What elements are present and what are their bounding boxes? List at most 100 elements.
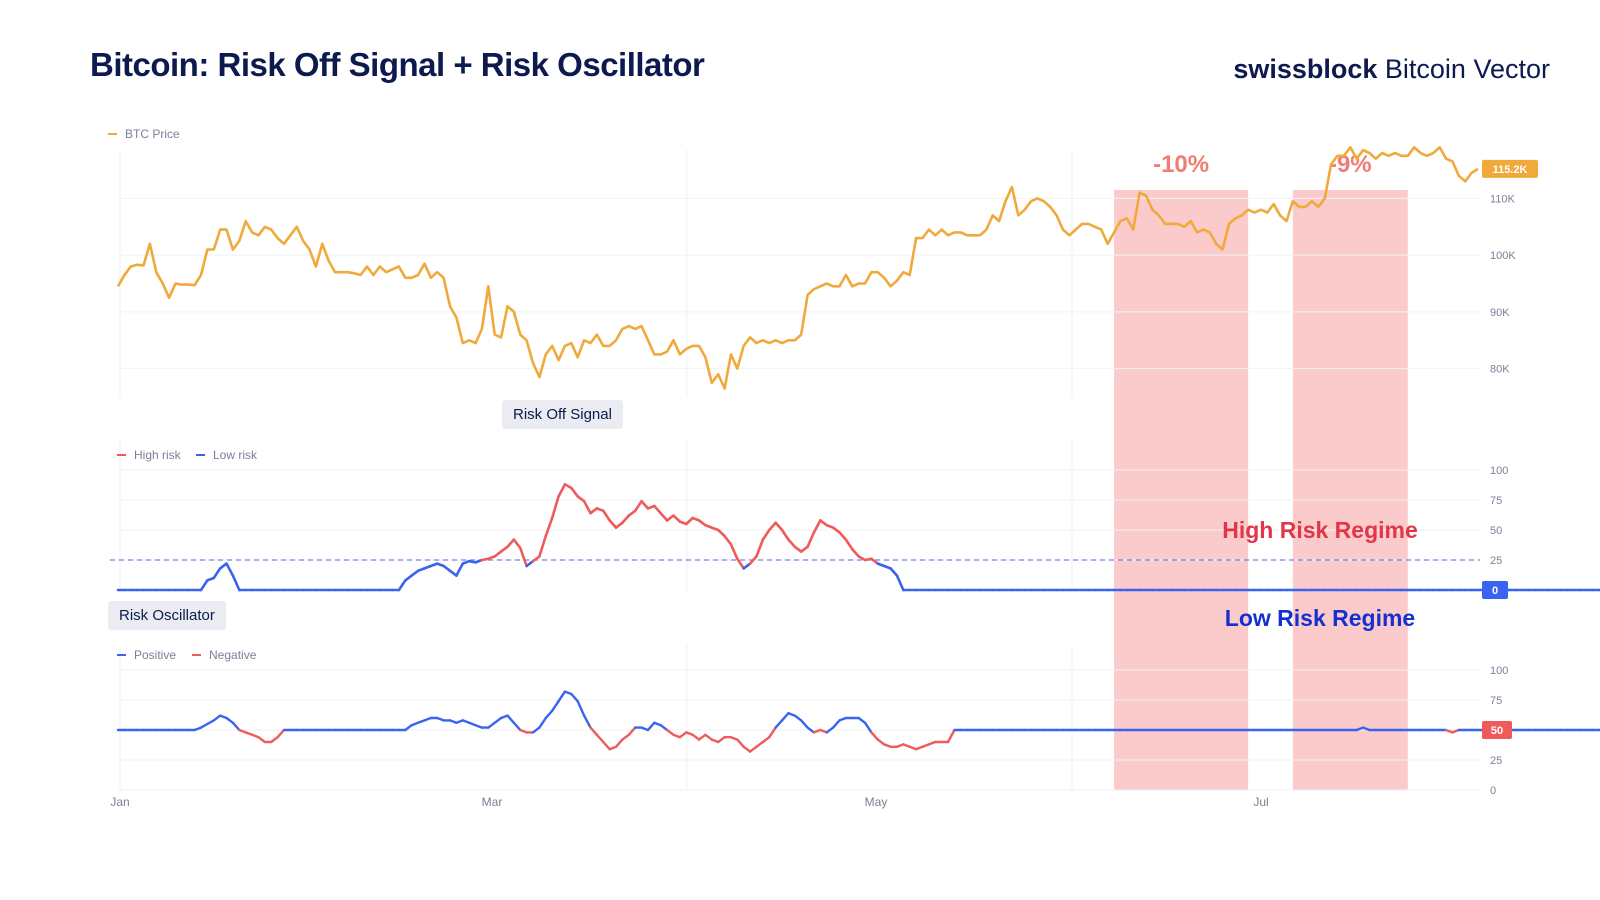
risk-signal-segment xyxy=(819,519,829,527)
risk-signal-segment xyxy=(506,538,516,549)
oscillator-segment xyxy=(704,733,714,741)
oscillator-segment xyxy=(531,726,541,734)
oscillator-segment xyxy=(582,714,592,729)
oscillator-segment xyxy=(774,719,784,729)
risk-off-signal-label: Risk Off Signal xyxy=(502,400,623,429)
risk-signal-segment xyxy=(455,562,465,577)
risk-signal-segment xyxy=(601,509,611,522)
btc-price-line xyxy=(116,146,1479,390)
risk-signal-segment xyxy=(225,562,235,577)
price-tick-label: 110K xyxy=(1490,193,1516,205)
oscillator-segment xyxy=(225,716,235,724)
risk-signal-segment xyxy=(544,516,554,538)
legend-negative-label: Negative xyxy=(209,648,257,662)
risk-signal-segment xyxy=(697,519,707,527)
risk-last-badge xyxy=(1482,581,1508,599)
oscillator-segment xyxy=(627,726,637,736)
risk-signal-segment xyxy=(231,574,241,592)
oscillator-segment xyxy=(270,736,279,744)
legend-low-risk-label: Low risk xyxy=(213,448,258,462)
oscillator-segment xyxy=(946,728,956,744)
oscillator-segment xyxy=(742,745,752,753)
risk-signal-segment xyxy=(538,534,548,558)
risk-signal-segment xyxy=(672,514,682,523)
x-tick-label: Mar xyxy=(482,795,503,809)
oscillator-segment xyxy=(768,726,777,739)
risk-tick-label: 100 xyxy=(1490,465,1508,477)
legend-btc-label: BTC Price xyxy=(125,127,180,141)
price-tick-label: 80K xyxy=(1490,364,1510,376)
brand-logo: swissblock Bitcoin Vector xyxy=(1233,54,1550,85)
osc-tick-label: 25 xyxy=(1490,755,1502,767)
oscillator-segment xyxy=(557,690,567,703)
risk-signal-segment xyxy=(736,557,746,570)
drawdown-label: -9% xyxy=(1329,151,1372,178)
risk-signal-segment xyxy=(589,507,599,515)
price-tick-label: 100K xyxy=(1490,250,1516,262)
drawdown-region xyxy=(1292,190,1408,790)
oscillator-segment xyxy=(576,700,586,717)
oscillator-segment xyxy=(665,728,675,736)
risk-signal-segment xyxy=(889,567,899,577)
risk-last-value: 0 xyxy=(1492,585,1498,597)
osc-tick-label: 75 xyxy=(1490,695,1502,707)
oscillator-segment xyxy=(870,731,880,741)
oscillator-segment xyxy=(595,733,605,744)
oscillator-segment xyxy=(831,719,841,729)
price-last-value: 115.2K xyxy=(1493,164,1528,176)
low-risk-regime-label: Low Risk Regime xyxy=(1225,605,1415,631)
risk-signal-segment xyxy=(665,514,675,522)
oscillator-segment xyxy=(487,721,496,729)
risk-signal-segment xyxy=(550,495,560,520)
oscillator-segment xyxy=(659,724,669,732)
oscillator-segment xyxy=(755,740,765,748)
page-title: Bitcoin: Risk Off Signal + Risk Oscillat… xyxy=(90,46,705,83)
risk-signal-segment xyxy=(831,526,841,534)
oscillator-segment xyxy=(736,738,745,748)
oscillator-segment xyxy=(697,733,707,741)
risk-signal-segment xyxy=(653,504,663,515)
oscillator-segment xyxy=(825,726,835,734)
risk-signal-segment xyxy=(729,543,739,561)
osc-tick-label: 0 xyxy=(1490,785,1496,797)
x-tick-label: Jul xyxy=(1253,795,1268,809)
oscillator-segment xyxy=(876,738,886,746)
x-tick-label: May xyxy=(865,795,888,809)
oscillator-segment xyxy=(621,733,630,741)
oscillator-segment xyxy=(857,716,867,724)
risk-signal-segment xyxy=(448,569,458,577)
risk-signal-segment xyxy=(397,579,407,592)
oscillator-segment xyxy=(780,712,790,722)
risk-signal-segment xyxy=(799,545,809,553)
risk-signal-segment xyxy=(512,538,522,550)
high-risk-regime-label: High Risk Regime xyxy=(1222,517,1418,543)
risk-signal-segment xyxy=(755,538,765,558)
brand-rest: Bitcoin Vector xyxy=(1384,54,1550,84)
risk-signal-segment xyxy=(557,483,567,498)
risk-signal-segment xyxy=(499,545,509,553)
risk-signal-segment xyxy=(442,564,452,573)
oscillator-segment xyxy=(716,736,726,744)
oscillator-segment xyxy=(602,740,611,751)
oscillator-segment xyxy=(748,745,758,753)
risk-signal-segment xyxy=(844,538,854,551)
oscillator-segment xyxy=(257,736,267,744)
oscillator-segment xyxy=(589,726,599,736)
oscillator-segment xyxy=(199,722,209,729)
risk-signal-segment xyxy=(787,538,797,549)
risk-signal-segment xyxy=(761,528,771,541)
legend-high-risk-label: High risk xyxy=(134,448,182,462)
risk-signal-segment xyxy=(850,547,860,558)
oscillator-segment xyxy=(506,714,516,724)
risk-signal-segment xyxy=(806,531,816,549)
risk-signal-segment xyxy=(493,550,503,558)
risk-signal-segment xyxy=(218,562,228,570)
risk-signal-segment xyxy=(870,557,880,565)
risk-signal-segment xyxy=(723,534,733,546)
osc-last-badge xyxy=(1482,721,1512,739)
oscillator-segment xyxy=(793,714,803,722)
risk-signal-segment xyxy=(742,562,752,570)
risk-signal-segment xyxy=(774,521,784,532)
risk-signal-segment xyxy=(525,559,535,568)
